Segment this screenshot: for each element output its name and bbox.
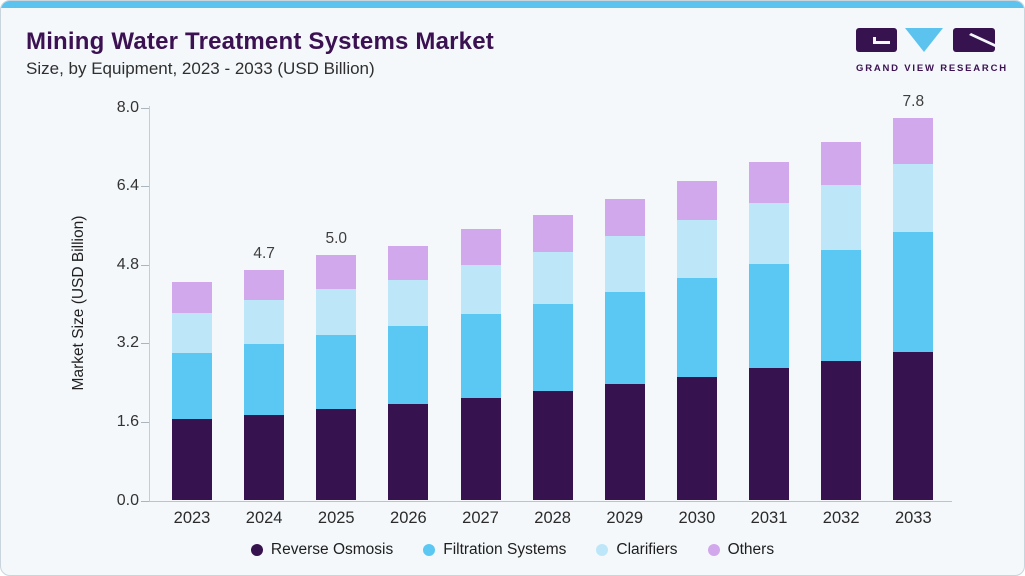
bar-segment-others <box>316 255 357 289</box>
bar-total-label: 5.0 <box>325 230 348 247</box>
bar-segment-clarifiers <box>676 219 717 279</box>
bar-segment-clarifiers <box>532 252 573 304</box>
gvr-v-triangle <box>905 28 943 52</box>
logo-text: GRAND VIEW RESEARCH <box>856 63 1008 74</box>
bar-segment-others <box>172 282 212 313</box>
page-subtitle: Size, by Equipment, 2023 - 2033 (USD Bil… <box>26 59 375 78</box>
x-axis-line <box>149 500 952 502</box>
x-axis-label-2032: 2032 <box>822 508 860 527</box>
bar-segment-filtration-systems <box>244 344 285 415</box>
y-tick-mark <box>141 500 149 502</box>
y-tick-label: 4.8 <box>116 255 139 273</box>
bar-segment-filtration-systems <box>893 232 934 353</box>
x-axis-label-2027: 2027 <box>462 508 499 527</box>
x-axis-label-2028: 2028 <box>534 508 571 527</box>
legend-label: Reverse Osmosis <box>270 541 394 558</box>
bar-segment-clarifiers <box>316 288 357 335</box>
bar-segment-reverse-osmosis <box>316 408 357 501</box>
y-tick-label: 0.0 <box>116 491 139 509</box>
y-tick-mark <box>141 186 149 188</box>
legend-dot-icon <box>707 544 720 556</box>
legend-item-clarifiers: Clarifiers <box>596 541 678 559</box>
gvr-g-block <box>856 28 897 52</box>
x-axis-label-2030: 2030 <box>678 508 716 527</box>
y-tick-label: 3.2 <box>116 334 139 352</box>
gvr-r-slash <box>969 33 995 47</box>
bar-total-label: 7.8 <box>902 92 925 110</box>
bar-segment-reverse-osmosis <box>676 376 717 501</box>
page-title: Mining Water Treatment Systems Market <box>26 28 494 55</box>
bar-segment-others <box>532 215 573 253</box>
gvr-g-notch <box>873 37 890 44</box>
bar-segment-clarifiers <box>388 279 429 326</box>
bar-segment-reverse-osmosis <box>604 384 645 501</box>
y-axis-title: Market Size (USD Billion) <box>70 215 87 391</box>
top-accent-bar <box>1 1 1024 8</box>
bar-segment-filtration-systems <box>749 263 790 368</box>
bar-segment-reverse-osmosis <box>460 397 501 501</box>
legend-dot-icon <box>596 544 609 556</box>
bar-segment-reverse-osmosis <box>172 419 212 501</box>
x-axis-label-2024: 2024 <box>245 508 283 527</box>
y-tick-mark <box>141 421 149 423</box>
bar-segment-filtration-systems <box>316 334 357 409</box>
x-axis-label-2023: 2023 <box>173 508 211 527</box>
bar-segment-others <box>676 180 717 220</box>
bar-segment-clarifiers <box>460 265 501 315</box>
x-axis-label-2026: 2026 <box>390 508 427 527</box>
bar-segment-reverse-osmosis <box>893 352 934 501</box>
bar-segment-reverse-osmosis <box>532 390 573 501</box>
legend-label: Others <box>727 541 775 558</box>
bar-segment-filtration-systems <box>388 325 429 405</box>
grand-view-research-logo: GRAND VIEW RESEARCH <box>856 27 1008 74</box>
bar-segment-others <box>893 117 934 165</box>
bar-segment-others <box>244 269 285 301</box>
legend-dot-icon <box>423 544 436 556</box>
legend-item-others: Others <box>707 541 775 559</box>
bar-segment-reverse-osmosis <box>388 404 429 501</box>
y-tick-label: 8.0 <box>116 98 139 116</box>
x-axis-label-2025: 2025 <box>317 508 355 527</box>
y-tick-mark <box>141 264 149 266</box>
bar-segment-others <box>604 198 645 236</box>
bar-segment-clarifiers <box>749 203 790 264</box>
gvr-r-block <box>953 28 995 52</box>
x-axis-label-2031: 2031 <box>750 508 788 527</box>
legend-dot-icon <box>250 544 263 556</box>
bar-segment-clarifiers <box>893 164 934 233</box>
bar-segment-others <box>749 162 790 204</box>
legend-item-filtration-systems: Filtration Systems <box>423 541 566 559</box>
bar-segment-reverse-osmosis <box>749 367 790 501</box>
x-axis-label-2029: 2029 <box>606 508 644 527</box>
bar-segment-filtration-systems <box>532 303 573 391</box>
bar-segment-others <box>821 142 862 185</box>
bar-segment-filtration-systems <box>604 291 645 385</box>
bar-segment-others <box>460 229 501 266</box>
bar-segment-filtration-systems <box>821 249 862 361</box>
legend-label: Filtration Systems <box>443 541 567 558</box>
y-tick-label: 1.6 <box>116 412 139 430</box>
y-tick-label: 6.4 <box>116 177 139 195</box>
y-axis-line <box>149 106 150 501</box>
bar-segment-clarifiers <box>172 312 212 354</box>
y-tick-mark <box>141 107 149 109</box>
bar-segment-clarifiers <box>604 235 645 292</box>
y-tick-mark <box>141 343 149 345</box>
bar-segment-reverse-osmosis <box>244 414 285 501</box>
bar-segment-filtration-systems <box>460 314 501 398</box>
gvr-logo-icon <box>856 28 995 52</box>
bar-segment-clarifiers <box>821 184 862 250</box>
x-axis-label-2033: 2033 <box>894 508 932 527</box>
bar-segment-filtration-systems <box>676 278 717 377</box>
bar-segment-reverse-osmosis <box>821 360 862 501</box>
legend-label: Clarifiers <box>616 541 678 558</box>
bar-segment-others <box>388 245 429 280</box>
legend-item-reverse-osmosis: Reverse Osmosis <box>250 541 394 559</box>
chart-legend: Reverse Osmosis Filtration Systems Clarifi… <box>1 538 1024 562</box>
bar-total-label: 4.7 <box>253 244 275 262</box>
bar-segment-filtration-systems <box>172 353 212 420</box>
bar-segment-clarifiers <box>244 300 285 345</box>
